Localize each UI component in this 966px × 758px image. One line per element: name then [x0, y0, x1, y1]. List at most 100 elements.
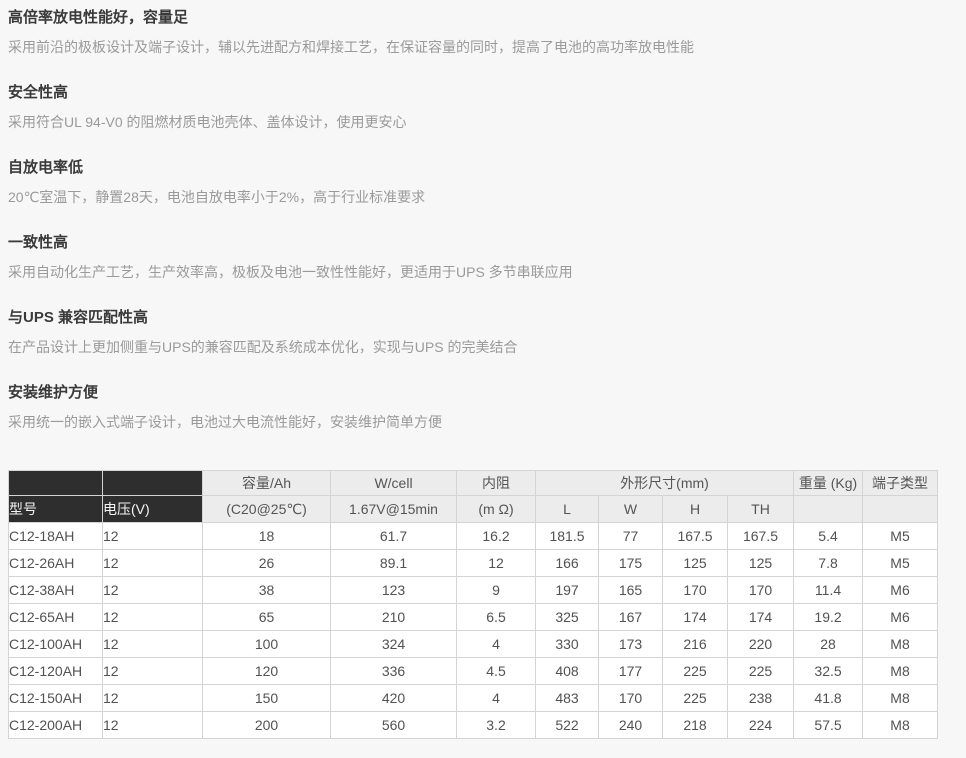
feature-section-consistency: 一致性高 采用自动化生产工艺，生产效率高，极板及电池一致性性能好，更适用于UPS… [8, 234, 937, 281]
cell-terminal: M5 [862, 549, 939, 577]
cell-dim-h: 125 [662, 549, 728, 577]
feature-section-discharge: 高倍率放电性能好，容量足 采用前沿的极板设计及端子设计，辅以先进配方和焊接工艺，… [8, 9, 937, 56]
cell-terminal: M8 [862, 684, 939, 712]
cell-model: C12-65AH [8, 603, 103, 631]
spec-table-body: C12-18AH 12 18 61.7 16.2 181.5 77 167.5 167.5 5.4… [8, 522, 939, 739]
cell-capacity: 200 [202, 711, 331, 739]
cell-weight: 19.2 [793, 603, 864, 631]
cell-model: C12-100AH [8, 630, 103, 658]
subheader-dim-l: L [535, 495, 599, 523]
cell-weight: 11.4 [793, 576, 864, 604]
cell-voltage: 12 [102, 684, 203, 712]
header-weight: 重量 (Kg) [793, 470, 864, 496]
cell-wcell: 210 [330, 603, 457, 631]
cell-wcell: 336 [330, 657, 457, 685]
cell-dim-h: 216 [662, 630, 728, 658]
cell-voltage: 12 [102, 711, 203, 739]
subheader-weight-empty [793, 495, 864, 523]
feature-description: 在产品设计上更加侧重与UPS的兼容匹配及系统成本优化，实现与UPS 的完美结合 [8, 339, 518, 355]
cell-voltage: 12 [102, 522, 203, 550]
cell-model: C12-150AH [8, 684, 103, 712]
cell-dim-h: 218 [662, 711, 728, 739]
cell-capacity: 120 [202, 657, 331, 685]
cell-model: C12-200AH [8, 711, 103, 739]
spec-table: 容量/Ah W/cell 内阻 外形尺寸(mm) 重量 (Kg) 端子类型 型号… [8, 470, 939, 739]
cell-terminal: M6 [862, 576, 939, 604]
cell-terminal: M8 [862, 657, 939, 685]
cell-weight: 7.8 [793, 549, 864, 577]
cell-voltage: 12 [102, 603, 203, 631]
cell-voltage: 12 [102, 630, 203, 658]
header-terminal: 端子类型 [862, 470, 939, 496]
cell-terminal: M5 [862, 522, 939, 550]
cell-capacity: 38 [202, 576, 331, 604]
cell-voltage: 12 [102, 549, 203, 577]
cell-resistance: 4 [456, 630, 536, 658]
cell-dim-w: 240 [598, 711, 663, 739]
feature-description: 采用符合UL 94-V0 的阻燃材质电池壳体、盖体设计，使用更安心 [8, 114, 407, 130]
cell-wcell: 420 [330, 684, 457, 712]
cell-dim-w: 77 [598, 522, 663, 550]
cell-dim-l: 483 [535, 684, 599, 712]
cell-dim-w: 175 [598, 549, 663, 577]
table-row: C12-65AH 12 65 210 6.5 325 167 174 174 19.2 M6 [8, 603, 939, 631]
feature-heading: 安全性高 [8, 84, 69, 101]
cell-dim-l: 325 [535, 603, 599, 631]
table-row: C12-38AH 12 38 123 9 197 165 170 170 11.4 M6 [8, 576, 939, 604]
cell-dim-w: 167 [598, 603, 663, 631]
feature-heading: 自放电率低 [8, 159, 84, 176]
cell-dim-w: 177 [598, 657, 663, 685]
table-row: C12-18AH 12 18 61.7 16.2 181.5 77 167.5 167.5 5.4… [8, 522, 939, 550]
cell-dim-w: 170 [598, 684, 663, 712]
cell-dim-h: 167.5 [662, 522, 728, 550]
feature-description: 采用前沿的极板设计及端子设计，辅以先进配方和焊接工艺，在保证容量的同时，提高了电… [8, 39, 694, 55]
cell-terminal: M8 [862, 711, 939, 739]
product-feature-page: 高倍率放电性能好，容量足 采用前沿的极板设计及端子设计，辅以先进配方和焊接工艺，… [8, 9, 939, 739]
cell-capacity: 150 [202, 684, 331, 712]
feature-section-maintenance: 安装维护方便 采用统一的嵌入式端子设计，电池过大电流性能好，安装维护简单方便 [8, 384, 937, 431]
cell-model: C12-38AH [8, 576, 103, 604]
cell-dim-h: 170 [662, 576, 728, 604]
cell-wcell: 324 [330, 630, 457, 658]
cell-dim-th: 220 [726, 630, 795, 658]
cell-dim-th: 174 [726, 603, 795, 631]
subheader-capacity-condition: (C20@25℃) [202, 495, 331, 523]
spec-table-head: 容量/Ah W/cell 内阻 外形尺寸(mm) 重量 (Kg) 端子类型 型号… [8, 470, 939, 523]
cell-resistance: 4.5 [456, 657, 536, 685]
cell-wcell: 89.1 [330, 549, 457, 577]
cell-dim-w: 165 [598, 576, 663, 604]
cell-resistance: 12 [456, 549, 536, 577]
cell-terminal: M6 [862, 603, 939, 631]
cell-dim-l: 408 [535, 657, 599, 685]
cell-dim-l: 166 [535, 549, 599, 577]
cell-dim-l: 330 [535, 630, 599, 658]
cell-dim-h: 174 [662, 603, 728, 631]
cell-resistance: 6.5 [456, 603, 536, 631]
feature-heading: 安装维护方便 [8, 384, 99, 401]
cell-weight: 57.5 [793, 711, 864, 739]
subheader-wcell-condition: 1.67V@15min [330, 495, 457, 523]
feature-description: 采用自动化生产工艺，生产效率高，极板及电池一致性性能好，更适用于UPS 多节串联… [8, 264, 573, 280]
cell-dim-l: 181.5 [535, 522, 599, 550]
cell-resistance: 16.2 [456, 522, 536, 550]
feature-section-ups-compatibility: 与UPS 兼容匹配性高 在产品设计上更加侧重与UPS的兼容匹配及系统成本优化，实… [8, 309, 937, 356]
cell-dim-w: 173 [598, 630, 663, 658]
header-sub-row: 型号 电压(V) (C20@25℃) 1.67V@15min (m Ω) L W… [8, 495, 939, 523]
header-wcell: W/cell [330, 470, 457, 496]
subheader-terminal-empty [862, 495, 939, 523]
cell-resistance: 3.2 [456, 711, 536, 739]
cell-weight: 5.4 [793, 522, 864, 550]
cell-model: C12-26AH [8, 549, 103, 577]
cell-weight: 41.8 [793, 684, 864, 712]
feature-section-safety: 安全性高 采用符合UL 94-V0 的阻燃材质电池壳体、盖体设计，使用更安心 [8, 84, 937, 131]
cell-terminal: M8 [862, 630, 939, 658]
table-row: C12-200AH 12 200 560 3.2 522 240 218 224 57.5 M8 [8, 711, 939, 739]
table-row: C12-150AH 12 150 420 4 483 170 225 238 41.8 M8 [8, 684, 939, 712]
cell-capacity: 18 [202, 522, 331, 550]
header-dimensions: 外形尺寸(mm) [534, 470, 795, 496]
feature-description: 20℃室温下，静置28天，电池自放电率小于2%，高于行业标准要求 [8, 189, 426, 205]
cell-dim-th: 125 [726, 549, 795, 577]
feature-heading: 一致性高 [8, 234, 69, 251]
cell-wcell: 61.7 [330, 522, 457, 550]
cell-capacity: 100 [202, 630, 331, 658]
